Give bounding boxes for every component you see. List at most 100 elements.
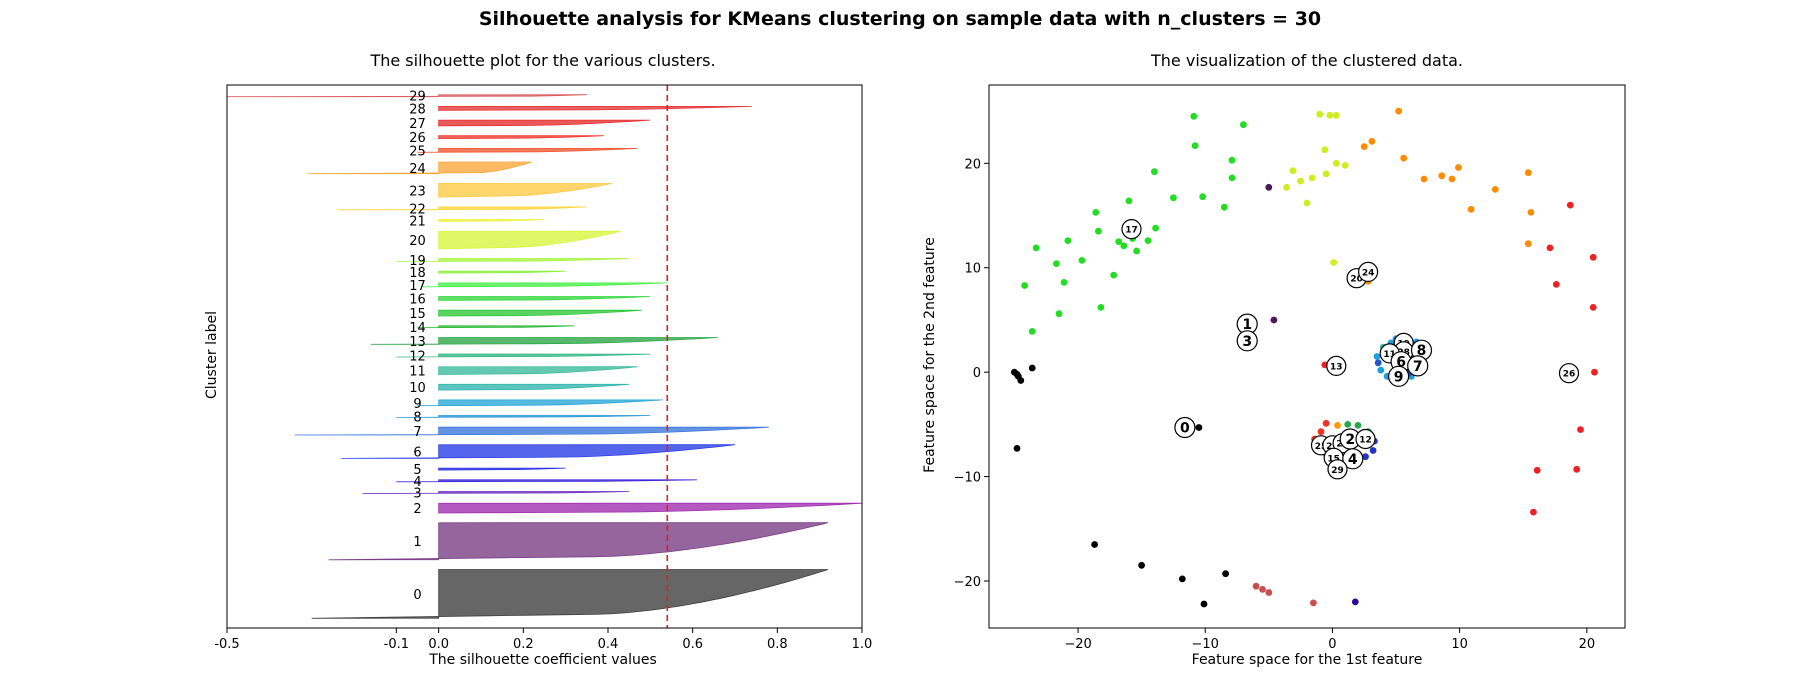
cluster-label-6: 6 — [413, 446, 421, 461]
data-point — [1303, 199, 1311, 207]
data-point — [1533, 466, 1541, 474]
silhouette-cluster-8 — [396, 415, 651, 418]
data-point — [1297, 177, 1304, 185]
data-point — [1289, 167, 1297, 175]
silhouette-cluster-0 — [311, 569, 829, 619]
data-point — [1589, 304, 1597, 311]
silhouette-cluster-2 — [438, 502, 863, 514]
data-point — [1317, 428, 1325, 436]
cluster-label-7: 7 — [413, 425, 421, 440]
data-point — [1395, 107, 1402, 115]
data-point — [1120, 242, 1128, 250]
cluster-center-marker — [1174, 416, 1196, 439]
data-point — [1448, 175, 1456, 183]
silhouette-cluster-29 — [226, 94, 587, 98]
x-tick-label: -0.5 — [214, 637, 239, 652]
data-point — [1095, 227, 1102, 235]
y-tick-label: −20 — [954, 575, 981, 590]
silhouette-cluster-19 — [396, 258, 630, 262]
data-point — [1013, 370, 1021, 378]
data-point — [1125, 197, 1133, 205]
cluster-label-18: 18 — [409, 266, 426, 281]
x-tick-label: 0.4 — [598, 637, 619, 652]
cluster-scatter-chart: The visualization of the clustered data.… — [922, 51, 1626, 668]
data-point — [1017, 377, 1025, 384]
cluster-center-label: 27 — [1326, 442, 1339, 452]
data-point — [1330, 259, 1338, 266]
silhouette-cluster-23 — [438, 183, 613, 198]
data-point — [1265, 589, 1273, 596]
data-point — [1013, 445, 1021, 452]
silhouette-plot-area: 0123456789101112131415161718192021222324… — [214, 84, 873, 652]
x-tick-label: 20 — [1579, 637, 1596, 652]
silhouette-cluster-6 — [341, 444, 736, 459]
cluster-center-marker — [1121, 219, 1142, 240]
cluster-center-label: 3 — [1242, 334, 1252, 350]
cluster-center-marker — [1558, 363, 1580, 384]
data-point — [1573, 465, 1581, 473]
cluster-center-label: 24 — [1362, 268, 1375, 278]
cluster-label-20: 20 — [409, 234, 426, 249]
cluster-center-label: 6 — [1396, 355, 1406, 371]
cluster-label-21: 21 — [409, 215, 426, 230]
data-point — [1360, 143, 1368, 151]
silhouette-cluster-26 — [438, 135, 604, 140]
cluster-center-label: 2 — [1345, 432, 1355, 448]
cluster-center-label: 13 — [1330, 362, 1343, 372]
data-point — [1133, 247, 1140, 255]
silhouette-cluster-7 — [294, 426, 769, 436]
x-tick-label: −10 — [1192, 637, 1219, 652]
cluster-label-24: 24 — [409, 162, 426, 177]
silhouette-cluster-4 — [396, 479, 697, 483]
silhouette-chart: The silhouette plot for the various clus… — [204, 51, 873, 668]
data-point — [1064, 237, 1072, 245]
data-point — [1566, 201, 1574, 209]
cluster-label-13: 13 — [409, 335, 426, 350]
data-point — [1228, 156, 1236, 164]
data-point — [1151, 168, 1158, 176]
data-point — [1438, 172, 1446, 180]
data-point — [1220, 203, 1228, 211]
cluster-label-4: 4 — [413, 475, 421, 490]
cluster-center-label: 4 — [1348, 452, 1358, 468]
cluster-label-11: 11 — [409, 365, 426, 380]
data-point — [1524, 240, 1532, 248]
cluster-label-10: 10 — [409, 381, 426, 396]
silhouette-cluster-14 — [417, 325, 575, 329]
scatter-xlabel: Feature space for the 1st feature — [1192, 652, 1423, 668]
data-point — [1170, 194, 1177, 202]
data-point — [1195, 424, 1203, 431]
cluster-label-23: 23 — [409, 184, 426, 199]
data-point — [1091, 541, 1098, 548]
x-tick-label: -0.1 — [384, 637, 409, 652]
x-tick-label: 1.0 — [852, 637, 873, 652]
x-tick-label: 10 — [1451, 637, 1468, 652]
x-tick-label: 0.2 — [513, 637, 534, 652]
data-point — [1420, 175, 1428, 183]
data-point — [1589, 253, 1597, 261]
silhouette-cluster-24 — [307, 161, 532, 175]
silhouette-cluster-10 — [438, 383, 630, 392]
data-point — [1368, 138, 1376, 145]
cluster-label-29: 29 — [409, 90, 426, 105]
data-point — [1524, 169, 1532, 177]
silhouette-cluster-20 — [438, 230, 621, 250]
silhouette-cluster-22 — [337, 206, 587, 211]
cluster-center-marker — [1342, 448, 1364, 470]
silhouette-cluster-27 — [438, 119, 651, 128]
data-point — [1362, 453, 1369, 461]
figure-suptitle: Silhouette analysis for KMeans clusterin… — [478, 8, 1322, 30]
silhouette-cluster-11 — [438, 366, 638, 376]
data-point — [1270, 316, 1278, 324]
cluster-center-marker — [1358, 261, 1379, 282]
cluster-label-1: 1 — [413, 535, 421, 550]
y-tick-label: 20 — [964, 157, 981, 172]
data-point — [1199, 193, 1207, 201]
data-point — [1322, 419, 1330, 427]
cluster-center-label: 9 — [1394, 369, 1404, 385]
y-tick-label: 10 — [964, 262, 981, 277]
data-point — [1265, 183, 1273, 191]
data-point — [1097, 304, 1105, 311]
silhouette-cluster-25 — [417, 147, 638, 153]
data-point — [1321, 146, 1329, 154]
